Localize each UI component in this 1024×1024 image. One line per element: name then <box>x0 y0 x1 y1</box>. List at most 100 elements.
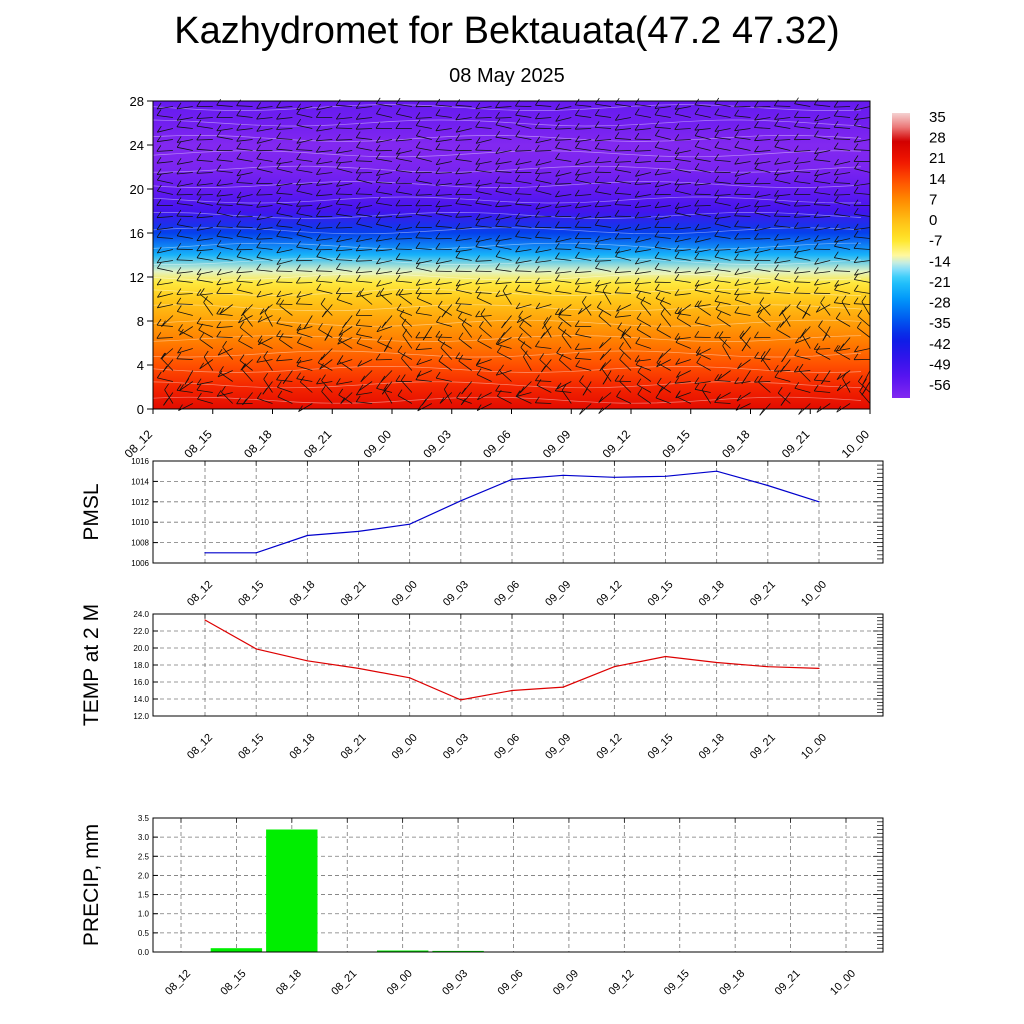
wind-barb <box>216 170 233 173</box>
wind-barb-flag <box>857 309 863 317</box>
wind-barb-flag <box>534 265 540 273</box>
wind-barb-flag <box>236 266 241 274</box>
wind-barb-flag <box>355 113 361 120</box>
wind-barb-flag <box>694 123 700 131</box>
wind-barb-flag <box>773 209 779 217</box>
wind-barb-flag <box>443 383 449 390</box>
wind-barb <box>834 106 851 108</box>
wind-barb-flag <box>674 377 680 384</box>
wind-barb <box>435 183 452 186</box>
wind-barb-flag <box>335 197 341 205</box>
wind-barb-flag <box>355 207 361 215</box>
wind-barb-flag <box>495 234 501 242</box>
wind-barb-flag <box>160 352 166 360</box>
wind-barb <box>456 128 472 133</box>
wind-barb <box>535 236 552 239</box>
wind-barb-flag <box>754 200 759 208</box>
wind-barb <box>695 282 711 287</box>
wind-barb-flag <box>216 240 222 247</box>
wind-barb-flag <box>773 364 779 372</box>
wind-barb-flag <box>754 145 759 153</box>
wind-barb <box>316 205 333 210</box>
wind-barb <box>415 117 432 119</box>
wind-barb-flag <box>555 284 560 292</box>
wind-barb <box>276 260 293 265</box>
wind-barb <box>697 306 711 316</box>
wind-barb-flag <box>435 264 441 272</box>
wind-barb <box>336 150 353 154</box>
wind-barb <box>795 337 811 344</box>
wind-barb <box>157 377 173 382</box>
wind-barb-flag <box>400 374 406 381</box>
wind-barb <box>754 292 771 294</box>
wind-barb <box>637 394 652 404</box>
precip-y-tick-label: 3.0 <box>138 833 150 842</box>
wind-barb-flag <box>276 101 281 108</box>
wind-barb <box>694 249 711 253</box>
wind-barb <box>395 280 412 283</box>
cross-section-x-tick-label: 09_00 <box>361 427 395 461</box>
wind-barb <box>376 326 393 333</box>
wind-barb <box>615 103 632 107</box>
wind-barb-flag <box>256 213 262 221</box>
wind-barb-flag <box>196 167 202 174</box>
wind-barb <box>694 289 711 294</box>
wind-barb <box>497 395 512 404</box>
wind-barb <box>396 309 413 316</box>
wind-barb-flag <box>754 100 759 108</box>
wind-barb-flag <box>516 316 522 323</box>
wind-barb <box>435 336 452 338</box>
wind-barb-flag <box>477 393 482 401</box>
wind-barb-flag <box>236 229 242 237</box>
precip-x-tick-label: 09_15 <box>662 968 692 998</box>
wind-barb <box>599 359 612 372</box>
wind-barb-flag <box>535 284 540 291</box>
wind-barb <box>476 359 492 366</box>
wind-barb <box>859 391 871 404</box>
wind-barb <box>495 390 512 393</box>
wind-barb-flag <box>634 257 640 265</box>
wind-barb <box>535 216 552 218</box>
wind-barb <box>156 115 173 118</box>
wind-barb-flag <box>575 201 580 209</box>
wind-barb <box>495 190 512 195</box>
wind-barb <box>714 128 731 132</box>
wind-barb-flag <box>395 134 401 142</box>
wind-barb-flag <box>184 378 190 385</box>
wind-barb-flag <box>342 321 347 329</box>
wind-barb-flag <box>535 231 540 238</box>
wind-barb <box>676 317 692 327</box>
wind-barb-flag <box>461 387 466 395</box>
temp-2m-y-tick-label: 24.0 <box>133 610 149 619</box>
wind-barb <box>296 270 313 272</box>
wind-barb-flag <box>574 343 580 350</box>
wind-barb <box>575 365 592 371</box>
wind-barb-flag <box>714 189 719 196</box>
wind-barb-flag <box>176 305 182 312</box>
wind-barb <box>256 106 273 109</box>
wind-barb-flag <box>156 125 162 133</box>
wind-barb <box>216 104 233 107</box>
wind-barb <box>854 213 871 217</box>
wind-barb-flag <box>256 188 261 196</box>
wind-barb <box>717 370 731 381</box>
wind-barb-flag <box>694 383 700 390</box>
wind-barb-flag <box>594 185 600 192</box>
wind-barb-flag <box>399 309 405 317</box>
wind-barb-flag <box>455 144 461 151</box>
wind-barb <box>677 304 692 315</box>
wind-barb <box>216 336 233 338</box>
wind-barb-flag <box>176 102 182 110</box>
wind-barb <box>853 149 871 151</box>
wind-barb-flag <box>574 285 580 292</box>
wind-barb <box>356 392 373 396</box>
wind-barb <box>794 150 811 152</box>
wind-barb <box>635 289 651 294</box>
wind-barb-flag <box>156 156 162 164</box>
wind-barb-flag <box>555 170 561 177</box>
wind-barb <box>176 390 193 393</box>
wind-barb <box>515 161 532 166</box>
wind-barb <box>655 289 671 294</box>
wind-barb <box>356 260 373 262</box>
wind-barb-flag <box>376 107 381 115</box>
